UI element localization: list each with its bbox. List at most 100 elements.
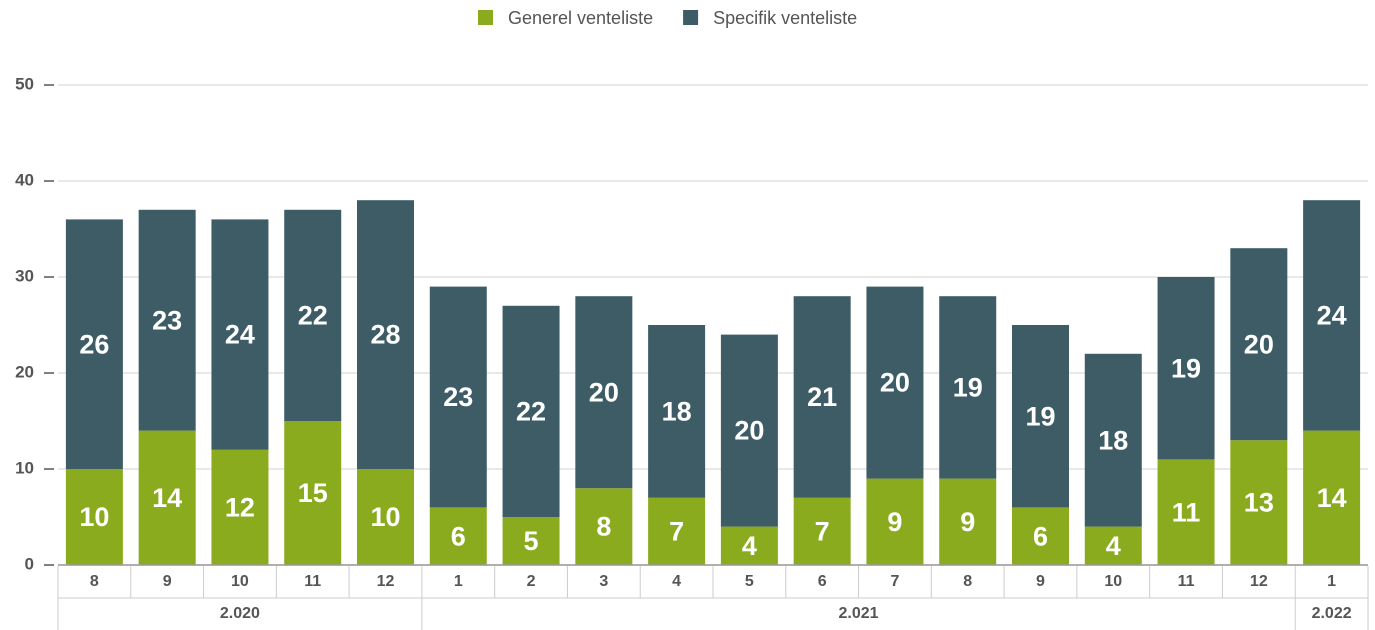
x-tick-label: 7 — [890, 573, 899, 590]
bar-segment — [866, 478, 924, 565]
bar-segment — [429, 507, 487, 565]
x-tick-label: 9 — [163, 573, 172, 590]
value-label: 14 — [152, 483, 182, 513]
value-label: 22 — [298, 301, 328, 331]
bar-segment — [1084, 526, 1142, 565]
bar-segment — [65, 469, 123, 565]
bar-segment — [357, 469, 414, 565]
value-label: 13 — [1244, 488, 1274, 518]
value-label: 9 — [887, 507, 902, 537]
group-label: 2.021 — [839, 605, 879, 622]
value-label: 10 — [79, 502, 109, 532]
value-label: 9 — [960, 507, 975, 537]
value-label: 4 — [742, 531, 757, 561]
value-label: 23 — [152, 305, 182, 335]
value-label: 19 — [1025, 401, 1055, 431]
x-tick-label: 5 — [745, 573, 754, 590]
value-label: 20 — [880, 368, 910, 398]
bar-segment — [1303, 200, 1361, 431]
value-label: 18 — [662, 397, 692, 427]
x-tick-label: 1 — [1327, 573, 1336, 590]
legend-swatch — [478, 10, 493, 25]
bar-segment — [1084, 353, 1142, 527]
x-tick-label: 9 — [1036, 573, 1045, 590]
value-label: 26 — [79, 329, 109, 359]
x-tick-label: 12 — [1250, 573, 1268, 590]
bar-segment — [211, 449, 269, 565]
bar-segment — [1230, 440, 1288, 565]
bar-segment — [648, 325, 706, 498]
y-tick-label: 30 — [15, 266, 34, 285]
value-label: 21 — [807, 382, 837, 412]
y-tick-label: 10 — [15, 458, 34, 477]
value-label: 5 — [524, 526, 539, 556]
bar-segment — [793, 296, 851, 498]
x-tick-label: 4 — [672, 573, 681, 590]
x-tick-label: 2 — [527, 573, 536, 590]
value-label: 6 — [1033, 521, 1048, 551]
value-label: 11 — [1172, 497, 1201, 527]
bar-segment — [138, 430, 196, 565]
group-label: 2.020 — [220, 605, 260, 622]
bar-segment — [648, 497, 706, 565]
value-label: 24 — [1317, 301, 1347, 331]
value-label: 10 — [370, 502, 400, 532]
bar-segment — [429, 286, 487, 508]
bar-segment — [284, 209, 342, 421]
value-label: 20 — [589, 377, 619, 407]
value-label: 23 — [443, 382, 473, 412]
x-tick-label: 11 — [1178, 573, 1195, 590]
value-label: 15 — [298, 478, 328, 508]
value-label: 22 — [516, 397, 546, 427]
bar-segment — [575, 296, 633, 489]
x-tick-label: 3 — [599, 573, 608, 590]
value-label: 7 — [669, 517, 684, 547]
x-tick-label: 10 — [1104, 573, 1122, 590]
bar-segment — [284, 421, 342, 565]
bar-segment — [1012, 325, 1069, 508]
bar-segment — [502, 305, 560, 517]
value-label: 14 — [1317, 483, 1347, 513]
legend-swatch — [683, 10, 699, 25]
bar-segment — [138, 209, 196, 431]
bar-segment — [502, 517, 560, 565]
bar-segment — [1157, 459, 1215, 565]
x-tick-label: 11 — [304, 573, 321, 590]
legend-label: Generel venteliste — [508, 8, 653, 28]
legend-label: Specifik venteliste — [713, 8, 857, 28]
x-tick-label: 8 — [963, 573, 972, 590]
value-label: 4 — [1106, 531, 1121, 561]
value-label: 28 — [370, 320, 400, 350]
y-tick-label: 20 — [15, 362, 34, 381]
y-tick-label: 0 — [25, 554, 34, 573]
value-label: 19 — [1171, 353, 1201, 383]
y-tick-label: 50 — [15, 74, 34, 93]
bar-segment — [1303, 430, 1361, 565]
bar-segment — [793, 497, 851, 565]
bar-segment — [65, 219, 123, 469]
bar-segment — [575, 488, 633, 565]
bar-segment — [357, 200, 414, 469]
bar-segment — [939, 478, 997, 565]
bar-segment — [1230, 248, 1288, 441]
y-tick-label: 40 — [15, 170, 34, 189]
value-label: 6 — [451, 521, 466, 551]
group-label: 2.022 — [1312, 605, 1352, 622]
x-tick-label: 1 — [454, 573, 463, 590]
bar-segment — [939, 296, 997, 479]
value-label: 19 — [953, 373, 983, 403]
x-tick-label: 8 — [90, 573, 99, 590]
bar-segment — [866, 286, 924, 479]
bar-segment — [720, 334, 778, 527]
value-label: 8 — [596, 512, 611, 542]
x-tick-label: 10 — [231, 573, 249, 590]
bar-segment — [1157, 277, 1215, 460]
value-label: 24 — [225, 320, 255, 350]
x-tick-label: 12 — [377, 573, 395, 590]
bar-segment — [1012, 507, 1069, 565]
value-label: 18 — [1098, 425, 1128, 455]
x-tick-label: 6 — [818, 573, 827, 590]
value-label: 7 — [815, 517, 830, 547]
bar-segment — [720, 526, 778, 565]
